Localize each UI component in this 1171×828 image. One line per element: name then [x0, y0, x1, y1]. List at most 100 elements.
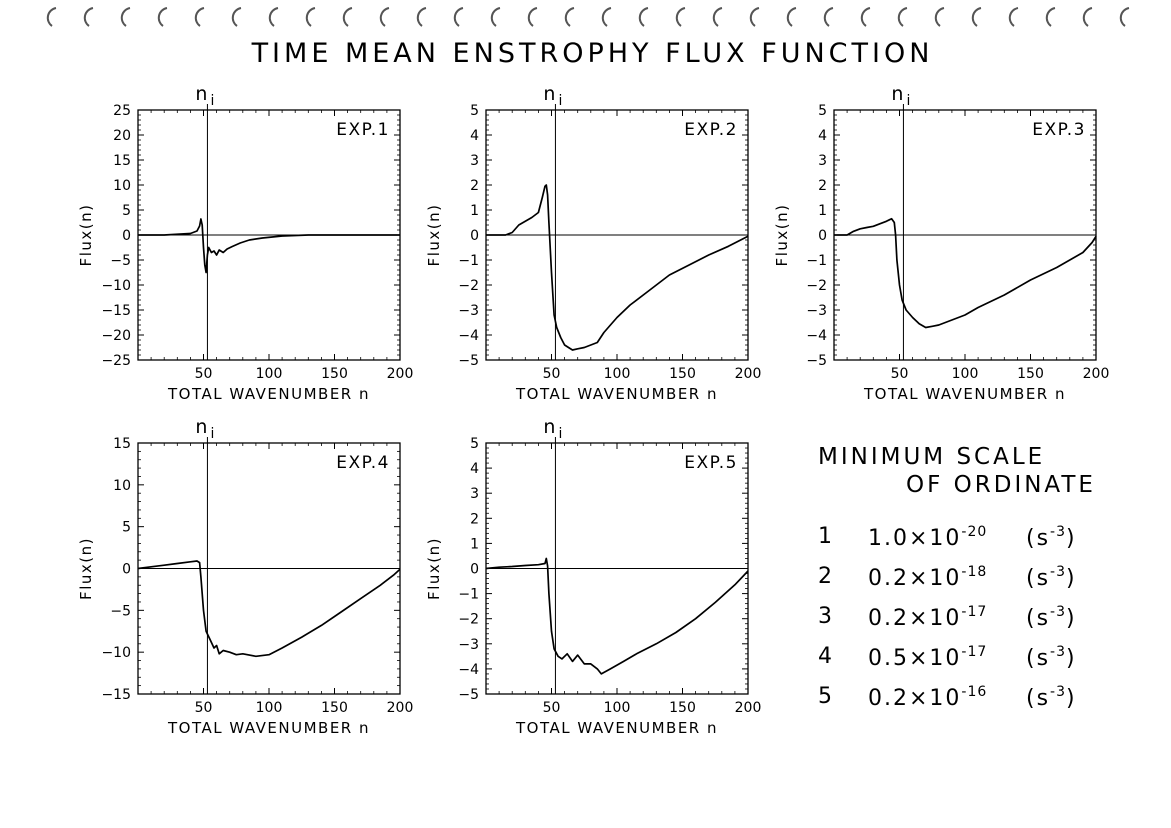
legend-unit: (s-3)	[1026, 644, 1077, 671]
binder-ring-icon	[897, 7, 908, 27]
y-axis-title: Flux(n)	[773, 204, 791, 267]
legend-unit-base: (s	[1026, 686, 1051, 711]
legend-unit: (s-3)	[1026, 524, 1077, 551]
legend-unit-close: )	[1066, 686, 1077, 711]
legend-scale-value: 0.2×10-17	[868, 604, 987, 631]
x-tick-label: 150	[669, 366, 696, 382]
chart-svg: 5 4 3 2 1 0 −1 −2 −3 −4 −5 50 100 150 200 n i EXP.2 TOTAL …	[425, 83, 761, 403]
y-tick-label: 20	[113, 128, 131, 144]
flux-series-line	[138, 218, 400, 274]
y-tick-label: 0	[470, 228, 479, 244]
flux-series-line	[834, 217, 1097, 329]
legend-unit-exponent: -3	[1050, 684, 1067, 700]
y-tick-label: 2	[470, 178, 479, 194]
legend-exp-number: 1	[818, 524, 834, 549]
y-tick-label: −4	[458, 328, 479, 344]
chart-panel-exp5: 5 4 3 2 1 0 −1 −2 −3 −4 −5 50 100 150 200 n i EXP.5 TOTAL …	[425, 416, 761, 737]
y-axis-title: Flux(n)	[77, 537, 95, 600]
y-tick-label: 3	[818, 153, 827, 169]
legend-unit: (s-3)	[1026, 604, 1077, 631]
x-tick-label: 100	[604, 700, 631, 716]
experiment-label: EXP.4	[336, 453, 390, 473]
legend-unit-exponent: -3	[1050, 524, 1067, 540]
y-tick-label: −1	[806, 253, 827, 269]
y-tick-label: 15	[113, 436, 131, 452]
y-tick-label: −5	[458, 687, 479, 703]
x-tick-label: 50	[195, 700, 213, 716]
x-tick-label: 200	[1083, 366, 1110, 382]
legend-exp-number: 4	[818, 644, 834, 669]
x-tick-label: 100	[256, 366, 283, 382]
legend-unit-close: )	[1066, 646, 1077, 671]
experiment-label: EXP.5	[684, 453, 738, 473]
binder-ring-icon	[1045, 7, 1056, 27]
y-tick-label: 1	[818, 203, 827, 219]
y-tick-label: 15	[113, 153, 131, 169]
legend-exponent: -20	[961, 524, 988, 540]
legend-mantissa: 1.0×10	[868, 526, 962, 551]
y-tick-label: −15	[101, 687, 131, 703]
chart-panel-exp4: 15 10 5 0 −5 −10 −15 50 100 150 200 n i EXP.4 TOTAL WA…	[77, 416, 413, 737]
x-tick-label: 200	[735, 700, 762, 716]
x-tick-label: 200	[735, 366, 762, 382]
legend-mantissa: 0.2×10	[868, 686, 962, 711]
legend-exponent: -17	[961, 644, 988, 660]
binder-ring-icon	[268, 7, 279, 27]
y-tick-label: 10	[113, 178, 131, 194]
x-tick-label: 100	[604, 366, 631, 382]
binder-ring-icon	[712, 7, 723, 27]
x-tick-label: 50	[195, 366, 213, 382]
legend-unit-close: )	[1066, 526, 1077, 551]
y-tick-label: 0	[122, 562, 131, 578]
y-tick-label: 3	[470, 486, 479, 502]
y-tick-label: −2	[458, 612, 479, 628]
binder-ring-icon	[379, 7, 390, 27]
y-tick-label: −5	[110, 603, 131, 619]
binder-ring-icon	[416, 7, 427, 27]
x-tick-label: 200	[387, 700, 414, 716]
y-tick-label: −10	[101, 645, 131, 661]
legend-title-line1: MINIMUM SCALE	[818, 444, 1046, 470]
legend-mantissa: 0.2×10	[868, 566, 962, 591]
y-tick-label: 0	[470, 562, 479, 578]
legend-unit-base: (s	[1026, 566, 1051, 591]
binder-ring-icon	[823, 7, 834, 27]
x-tick-label: 200	[387, 366, 414, 382]
y-tick-label: −3	[806, 303, 827, 319]
binder-ring-icon	[1008, 7, 1019, 27]
x-tick-label: 150	[321, 700, 348, 716]
binder-ring-icon	[786, 7, 797, 27]
y-tick-label: 5	[122, 520, 131, 536]
chart-panel-exp3: 5 4 3 2 1 0 −1 −2 −3 −4 −5 50 100 150 200 n i EXP.3 TOTAL …	[773, 83, 1109, 403]
y-tick-label: −1	[458, 253, 479, 269]
y-tick-label: 25	[113, 103, 131, 119]
chart-svg: 5 4 3 2 1 0 −1 −2 −3 −4 −5 50 100 150 200 n i EXP.3 TOTAL …	[773, 83, 1109, 403]
x-axis-title: TOTAL WAVENUMBER n	[863, 385, 1066, 403]
flux-series-line	[137, 560, 401, 658]
y-tick-label: 2	[470, 511, 479, 527]
legend-unit-close: )	[1066, 606, 1077, 631]
legend-exp-number: 5	[818, 684, 834, 709]
x-tick-label: 100	[256, 700, 283, 716]
binder-ring-icon	[231, 7, 242, 27]
binder-ring-icon	[601, 7, 612, 27]
y-tick-label: −10	[101, 278, 131, 294]
x-tick-label: 50	[543, 366, 561, 382]
y-tick-label: −4	[806, 328, 827, 344]
binder-ring-icon	[305, 7, 316, 27]
y-tick-label: −1	[458, 587, 479, 603]
y-axis-title: Flux(n)	[425, 204, 443, 267]
y-tick-label: −5	[458, 353, 479, 369]
binder-ring-icon	[83, 7, 94, 27]
y-tick-label: −25	[101, 353, 131, 369]
x-tick-label: 150	[669, 700, 696, 716]
experiment-label: EXP.3	[1032, 120, 1086, 140]
binder-ring-icon	[120, 7, 131, 27]
binder-ring-icon	[749, 7, 760, 27]
